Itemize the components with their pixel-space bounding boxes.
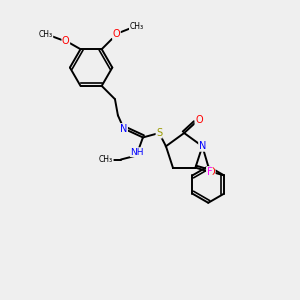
Text: O: O: [208, 167, 215, 177]
Text: O: O: [112, 29, 120, 40]
Text: S: S: [156, 128, 162, 138]
Text: N: N: [120, 124, 127, 134]
Text: NH: NH: [130, 148, 144, 157]
Text: O: O: [195, 115, 203, 125]
Text: N: N: [199, 141, 206, 151]
Text: O: O: [62, 36, 70, 46]
Text: CH₃: CH₃: [39, 30, 53, 39]
Text: CH₃: CH₃: [129, 22, 143, 31]
Text: F: F: [206, 167, 212, 177]
Text: CH₃: CH₃: [99, 155, 113, 164]
